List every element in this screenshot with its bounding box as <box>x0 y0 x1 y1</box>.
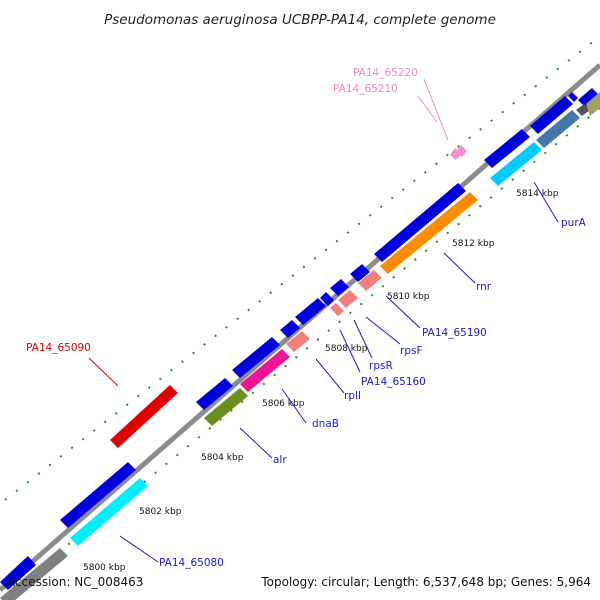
gene-label-rpli: rplI <box>344 390 361 402</box>
gene-pa14-65080 <box>70 478 148 546</box>
gene-label-rpsf: rpsF <box>400 345 423 357</box>
coordinate-label: 5812 kbp <box>452 239 495 249</box>
map-title: Pseudomonas aeruginosa UCBPP-PA14, compl… <box>104 12 496 28</box>
leader-line-pura <box>533 181 559 223</box>
leader-line-rpsf <box>365 316 401 345</box>
gene-block <box>60 462 136 528</box>
coordinate-label: 5800 kbp <box>83 563 126 573</box>
gene-rpli <box>286 331 310 352</box>
gene-block-grey <box>0 548 68 600</box>
outer-dotted-guide <box>4 39 596 501</box>
leader-line-pa14-65160 <box>339 329 361 373</box>
topology-text: Topology: circular; Length: 6,537,648 bp… <box>260 575 591 589</box>
gene-block <box>568 92 578 102</box>
leader-line-pa14-65210 <box>417 95 438 123</box>
gene-block <box>232 337 280 378</box>
gene-block <box>576 104 590 116</box>
gene-block <box>350 264 370 282</box>
gene-alr <box>204 388 248 426</box>
gene-block <box>280 320 300 338</box>
coordinate-label: 5806 kbp <box>262 399 305 409</box>
gene-label-pa14-65220: PA14_65220 <box>353 67 418 79</box>
coordinate-label: 5802 kbp <box>139 507 182 517</box>
coordinate-label: 5810 kbp <box>387 292 430 302</box>
gene-label-pura: purA <box>561 217 587 229</box>
leader-line-pa14-65090 <box>88 357 119 387</box>
gene-block <box>536 110 580 148</box>
gene-label-rnr: rnr <box>476 281 492 293</box>
leader-line-rpli <box>315 358 345 394</box>
gene-block <box>374 183 466 262</box>
gene-block <box>586 92 600 116</box>
gene-block <box>490 142 542 186</box>
gene-pa14-65210 <box>450 148 461 160</box>
gene-label-pa14-65160: PA14_65160 <box>361 376 426 388</box>
gene-block <box>0 556 36 590</box>
gene-label-pa14-65080: PA14_65080 <box>159 557 224 569</box>
gene-label-pa14-65190: PA14_65190 <box>422 327 487 339</box>
gene-rnr <box>380 192 478 274</box>
leader-line-pa14-65220 <box>423 78 449 141</box>
leader-line-pa14-65080 <box>119 535 159 563</box>
leader-line-rnr <box>443 252 476 284</box>
leader-line-dnab <box>281 388 307 424</box>
gene-rpsf <box>358 270 382 291</box>
gene-label-dnab: dnaB <box>312 418 339 430</box>
coordinate-label: 5804 kbp <box>201 453 244 463</box>
leader-line-pa14-65190 <box>385 295 421 329</box>
accession-text: Accession: NC_008463 <box>7 575 143 589</box>
gene-label-pa14-65210: PA14_65210 <box>333 83 398 95</box>
coordinate-label: 5814 kbp <box>516 189 559 199</box>
gene-block <box>295 298 326 325</box>
gene-block <box>196 378 233 410</box>
gene-pa14-65160 <box>330 303 344 316</box>
gene-pa14-65090 <box>110 385 178 448</box>
leader-line-alr <box>239 427 273 459</box>
leader-line-rpsr <box>353 319 373 359</box>
gene-label-pa14-65090: PA14_65090 <box>26 342 91 354</box>
gene-pa14-65220 <box>456 145 467 157</box>
coordinate-label: 5808 kbp <box>325 344 368 354</box>
gene-label-rpsr: rpsR <box>369 360 393 372</box>
gene-block <box>320 292 334 306</box>
gene-block <box>330 279 349 296</box>
gene-block <box>484 129 530 168</box>
gene-block <box>530 96 573 134</box>
gene-label-alr: alr <box>273 454 287 466</box>
gene-rpsr <box>338 290 358 308</box>
gene-block <box>578 88 600 108</box>
gene-dnab <box>240 349 290 392</box>
